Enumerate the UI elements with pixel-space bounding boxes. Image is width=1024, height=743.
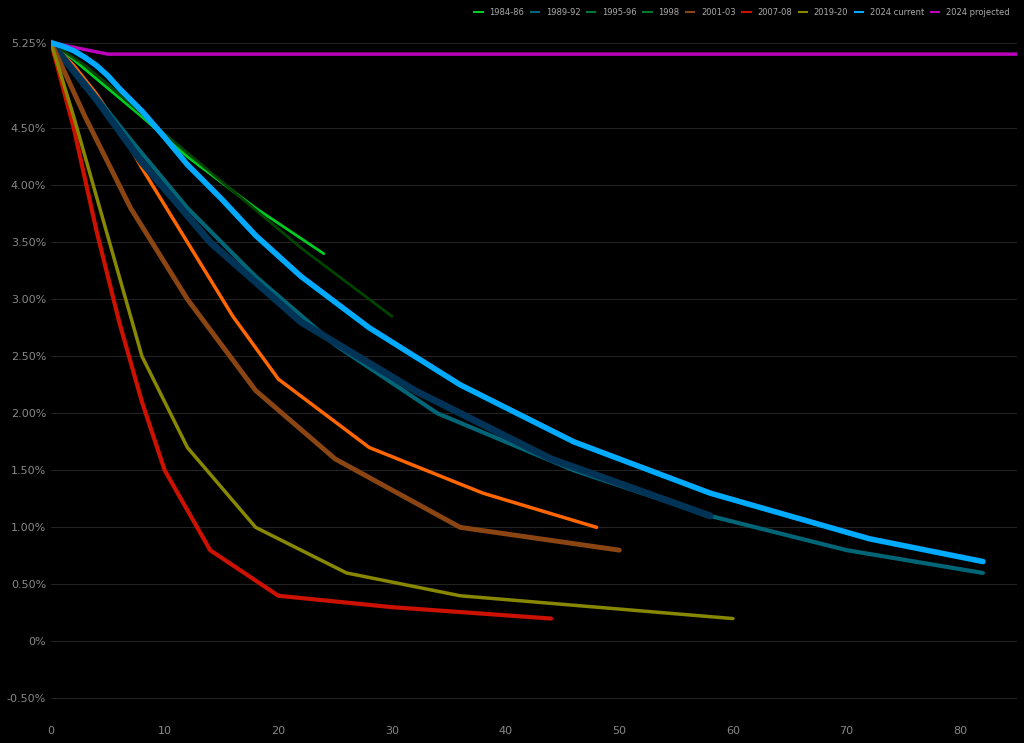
Legend: 1984-86, 1989-92, 1995-96, 1998, 2001-03, 2007-08, 2019-20, 2024 current, 2024 p: 1984-86, 1989-92, 1995-96, 1998, 2001-03… [471,4,1013,20]
